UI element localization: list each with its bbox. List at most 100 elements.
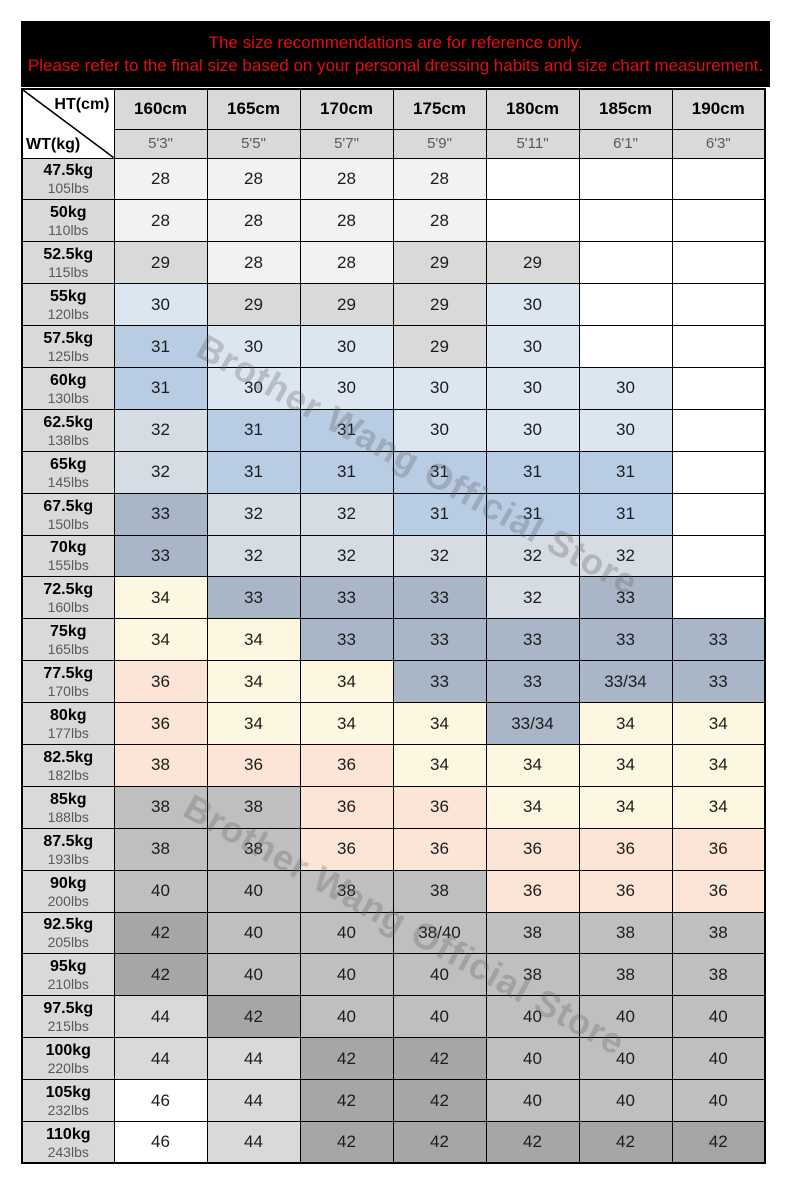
size-cell: 33 [671,660,766,704]
size-cell: 42 [113,911,208,955]
size-cell: 28 [299,241,394,285]
weight-kg: 60kg [50,371,87,389]
col-header-cm: 175cm [392,88,487,130]
size-cell: 30 [299,325,394,368]
size-cell: 42 [206,995,301,1039]
weight-lbs: 125lbs [47,348,89,364]
size-cell: 42 [299,1120,394,1164]
table-row: 70kg 155lbs 33 32 32 32 32 32 [21,534,766,578]
size-cell: 31 [485,492,580,536]
size-cell: 40 [578,1037,673,1081]
table-row: 87.5kg 193lbs 38 38 36 36 36 36 36 [21,827,766,871]
corner-cell: HT(cm) WT(kg) [21,88,115,159]
empty-cell [671,450,766,494]
size-cell: 38 [578,911,673,955]
weight-kg: 52.5kg [43,246,94,264]
size-cell: 38 [299,869,394,913]
table-row: 47.5kg 105lbs 28 28 28 28 [21,157,766,201]
col-header-cm: 170cm [299,88,394,130]
size-cell: 38 [113,743,208,787]
weight-label-cell: 110kg 243lbs [21,1120,115,1164]
weight-kg: 80kg [50,707,87,725]
size-cell: 34 [206,618,301,662]
size-cell: 34 [671,702,766,745]
size-cell: 40 [485,995,580,1039]
size-cell: 44 [113,1037,208,1081]
size-cell: 42 [578,1120,673,1164]
size-cell: 38 [392,869,487,913]
size-cell: 28 [392,157,487,201]
weight-kg: 75kg [50,623,87,641]
size-cell: 42 [392,1120,487,1164]
size-cell: 38 [671,911,766,955]
size-cell: 30 [299,366,394,410]
size-cell: 30 [485,283,580,327]
size-cell: 40 [299,953,394,997]
weight-lbs: 177lbs [47,725,89,742]
weight-lbs: 243lbs [47,1143,89,1160]
size-cell: 31 [299,408,394,452]
weight-label-cell: 105kg 232lbs [21,1079,115,1122]
size-cell: 32 [113,408,208,452]
weight-lbs: 232lbs [47,1102,89,1119]
size-cell: 28 [113,157,208,201]
weight-kg: 77.5kg [43,665,94,683]
weight-kg: 57.5kg [43,330,94,347]
size-cell: 44 [206,1079,301,1122]
weight-lbs: 182lbs [47,766,89,783]
weight-lbs: 220lbs [47,1060,89,1077]
table-row: 75kg 165lbs 34 34 33 33 33 33 33 [21,618,766,662]
size-cell: 40 [485,1079,580,1122]
col-header-ft: 5'9" [392,128,487,159]
size-cell: 34 [671,743,766,787]
corner-ht-label: HT(cm) [54,96,110,113]
size-cell: 32 [485,576,580,620]
size-cell: 32 [206,492,301,536]
header-row-cm: HT(cm) WT(kg) 160cm 165cm 170cm 175cm 180cm 1… [21,88,766,159]
size-cell: 34 [485,743,580,787]
size-cell: 33 [206,576,301,620]
weight-lbs: 115lbs [48,264,89,281]
weight-lbs: 188lbs [47,808,89,825]
weight-lbs: 155lbs [47,557,89,574]
table-row: 67.5kg 150lbs 33 32 32 31 31 31 [21,492,766,536]
size-cell: 34 [392,743,487,787]
size-cell: 31 [485,450,580,494]
col-header-ft: 5'7" [299,128,394,159]
size-cell: 36 [485,827,580,871]
size-cell: 33 [485,618,580,662]
size-cell: 42 [299,1037,394,1081]
size-cell: 40 [392,995,487,1039]
size-cell: 29 [206,283,301,327]
weight-label-cell: 97.5kg 215lbs [21,995,115,1039]
weight-kg: 70kg [50,539,87,557]
size-cell: 28 [206,199,301,243]
size-cell: 34 [299,702,394,745]
empty-cell [671,534,766,578]
size-cell: 42 [671,1120,766,1164]
table-row: 50kg 110lbs 28 28 28 28 [21,199,766,243]
size-cell: 38 [578,953,673,997]
weight-lbs: 110lbs [48,222,89,239]
size-cell: 42 [392,1079,487,1122]
size-cell: 32 [578,534,673,578]
notice-line-1: The size recommendations are for referen… [208,33,583,52]
size-cell: 34 [578,743,673,787]
size-cell: 33 [578,576,673,620]
diagonal-line [23,90,113,157]
size-cell: 36 [299,743,394,787]
empty-cell [578,157,673,201]
table-row: 57.5kg 125lbs 31 30 30 29 30 [21,325,766,368]
size-cell: 33 [578,618,673,662]
size-cell: 31 [206,450,301,494]
size-cell: 38 [206,827,301,871]
size-cell: 30 [113,283,208,327]
col-header-cm: 180cm [485,88,580,130]
size-cell: 33 [671,618,766,662]
weight-label-cell: 67.5kg 150lbs [21,492,115,536]
size-cell: 40 [392,953,487,997]
size-cell: 36 [485,869,580,913]
size-cell: 33 [113,534,208,578]
empty-cell [671,283,766,327]
table-row: 85kg 188lbs 38 38 36 36 34 34 34 [21,785,766,829]
